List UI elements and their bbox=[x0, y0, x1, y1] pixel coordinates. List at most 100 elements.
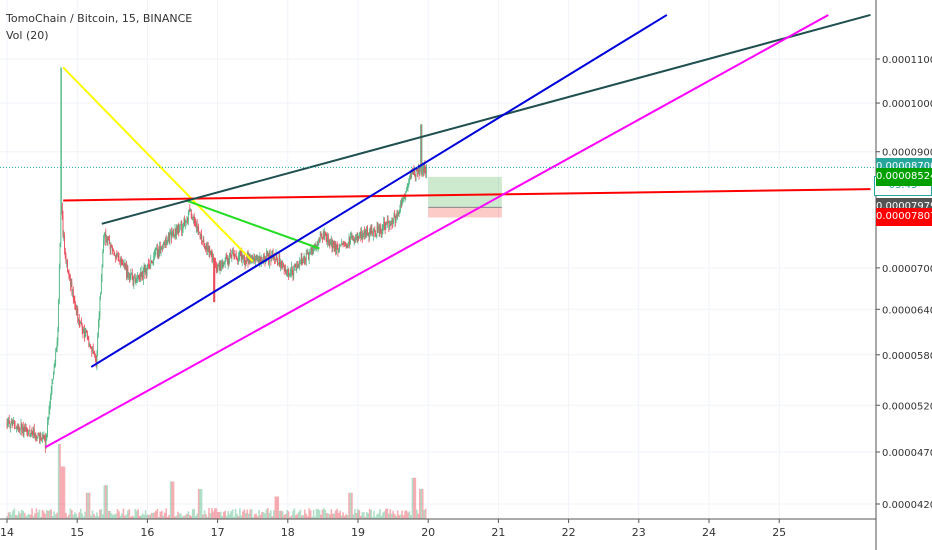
volume-bar bbox=[218, 511, 221, 519]
candle-body bbox=[126, 268, 128, 277]
volume-bar bbox=[273, 510, 275, 519]
volume-bar bbox=[41, 509, 44, 519]
candle-body bbox=[305, 260, 306, 261]
candle-body bbox=[199, 232, 201, 238]
volume-bar bbox=[293, 508, 296, 519]
volume-bar bbox=[107, 510, 110, 519]
candle-body bbox=[180, 221, 182, 226]
candle-body bbox=[277, 263, 279, 265]
candle-body bbox=[158, 249, 160, 257]
candle-body bbox=[16, 426, 17, 428]
candle-body bbox=[426, 167, 427, 174]
candle-body bbox=[98, 315, 100, 323]
volume-bar bbox=[283, 515, 285, 519]
candle-body bbox=[89, 344, 90, 347]
volume-bar bbox=[393, 513, 396, 519]
candle-body bbox=[103, 240, 104, 250]
volume-bar bbox=[35, 508, 38, 519]
volume-bar bbox=[295, 515, 297, 519]
volume-bar bbox=[380, 515, 383, 519]
candle-body bbox=[247, 255, 249, 263]
volume-bar bbox=[200, 489, 203, 519]
long-position-tool[interactable] bbox=[428, 176, 502, 218]
volume-bar bbox=[214, 508, 216, 519]
candle-body bbox=[350, 237, 351, 245]
candle-body bbox=[401, 198, 403, 207]
candle-body bbox=[251, 255, 253, 260]
candle-body bbox=[323, 232, 325, 237]
candle-body bbox=[137, 277, 138, 279]
volume-bar bbox=[87, 492, 89, 519]
volume-bar bbox=[25, 516, 27, 519]
candle-body bbox=[119, 260, 121, 263]
candle-body bbox=[387, 219, 389, 222]
candle-body bbox=[174, 228, 176, 235]
time-tick-label: 15 bbox=[70, 526, 84, 539]
candle-body bbox=[90, 347, 92, 349]
volume-bar bbox=[228, 514, 231, 519]
candle-body bbox=[165, 237, 167, 243]
candle-body bbox=[297, 265, 298, 268]
volume-bar bbox=[418, 489, 421, 519]
candle-body bbox=[21, 423, 23, 432]
candle-body bbox=[310, 248, 312, 253]
candle-body bbox=[120, 258, 121, 263]
candle-body bbox=[377, 226, 379, 229]
volume-bar bbox=[132, 516, 135, 519]
candle-body bbox=[88, 339, 90, 347]
candle-body bbox=[333, 243, 335, 252]
candle-body bbox=[47, 421, 48, 437]
volume-bar bbox=[141, 513, 144, 519]
candle-body bbox=[29, 430, 31, 437]
volume-bar bbox=[15, 514, 17, 519]
volume-bar bbox=[90, 515, 92, 519]
candle-body bbox=[327, 237, 329, 243]
candle-body bbox=[411, 173, 413, 178]
volume-bar bbox=[128, 509, 131, 519]
volume-bar bbox=[209, 513, 212, 519]
price-axis[interactable]: 0.00011000 0.00010000 0.00009000 0.00007000… bbox=[875, 0, 932, 550]
candle-body bbox=[16, 426, 18, 430]
volume-bar bbox=[99, 509, 101, 519]
time-axis[interactable]: 14 15 16 17 18 19 20 21 22 23 24 25 bbox=[0, 518, 876, 539]
candle-body bbox=[216, 268, 218, 270]
volume-bar bbox=[247, 513, 250, 519]
candle-body bbox=[27, 431, 29, 436]
candle-body bbox=[229, 252, 231, 256]
candle-body bbox=[330, 242, 331, 245]
candle-body bbox=[398, 212, 399, 214]
volume-bar bbox=[63, 466, 66, 519]
candle-body bbox=[139, 277, 141, 281]
candle-body bbox=[366, 227, 368, 234]
volume-bar bbox=[367, 513, 369, 519]
candle-body bbox=[87, 338, 89, 340]
candle-body bbox=[200, 234, 202, 238]
volume-bar bbox=[96, 512, 98, 519]
candle-body bbox=[28, 430, 30, 432]
candle-body bbox=[343, 242, 345, 245]
candle-body bbox=[232, 249, 233, 251]
candle-body bbox=[133, 278, 135, 285]
volume-bar bbox=[327, 513, 330, 519]
volume-bar bbox=[242, 511, 244, 519]
trendlines[interactable] bbox=[45, 13, 871, 448]
trendline-magenta bbox=[45, 14, 829, 448]
volume-bar bbox=[183, 515, 185, 519]
candle-body bbox=[409, 175, 411, 180]
candle-body bbox=[191, 217, 193, 219]
candle-body bbox=[164, 243, 166, 246]
candle-body bbox=[405, 191, 407, 196]
volume-bar bbox=[104, 485, 107, 519]
volume-bar bbox=[301, 515, 303, 519]
candle-body bbox=[394, 214, 396, 216]
candle-body bbox=[341, 244, 343, 245]
candle-body bbox=[187, 213, 189, 222]
candle-body bbox=[100, 292, 102, 300]
candle-body bbox=[391, 221, 393, 225]
candle-body bbox=[168, 234, 169, 241]
candle-body bbox=[11, 421, 12, 424]
candle-body bbox=[170, 232, 172, 238]
candle-body bbox=[34, 435, 36, 437]
volume-bar bbox=[246, 509, 249, 519]
